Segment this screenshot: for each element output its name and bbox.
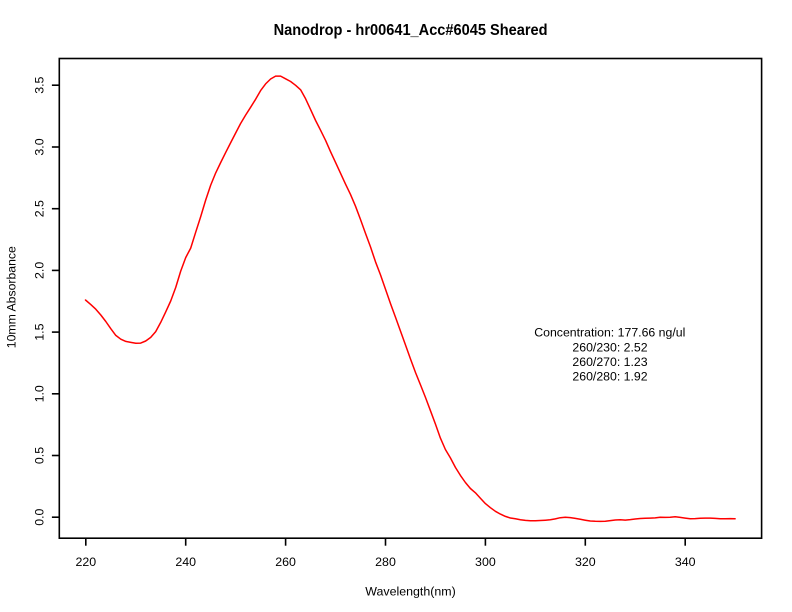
svg-text:10mm Absorbance: 10mm Absorbance: [5, 246, 19, 348]
svg-text:260/270: 1.23: 260/270: 1.23: [572, 355, 647, 369]
svg-text:3.0: 3.0: [32, 138, 46, 155]
svg-text:0.0: 0.0: [32, 508, 46, 525]
svg-text:2.5: 2.5: [32, 200, 46, 217]
svg-text:340: 340: [675, 555, 696, 569]
svg-text:Concentration: 177.66 ng/ul: Concentration: 177.66 ng/ul: [534, 326, 685, 340]
svg-text:260: 260: [275, 555, 296, 569]
svg-text:2.0: 2.0: [32, 262, 46, 279]
svg-text:1.0: 1.0: [32, 385, 46, 402]
svg-text:280: 280: [375, 555, 396, 569]
svg-text:0.5: 0.5: [32, 447, 46, 464]
svg-text:320: 320: [575, 555, 596, 569]
svg-text:Wavelength(nm): Wavelength(nm): [365, 584, 455, 598]
svg-text:220: 220: [75, 555, 96, 569]
svg-text:260/280: 1.92: 260/280: 1.92: [572, 370, 647, 384]
svg-text:240: 240: [175, 555, 196, 569]
svg-text:1.5: 1.5: [32, 323, 46, 340]
svg-text:300: 300: [475, 555, 496, 569]
svg-text:260/230: 2.52: 260/230: 2.52: [572, 340, 647, 354]
svg-text:3.5: 3.5: [32, 76, 46, 93]
svg-text:Nanodrop - hr00641_Acc#6045 Sh: Nanodrop - hr00641_Acc#6045 Sheared: [274, 22, 548, 39]
